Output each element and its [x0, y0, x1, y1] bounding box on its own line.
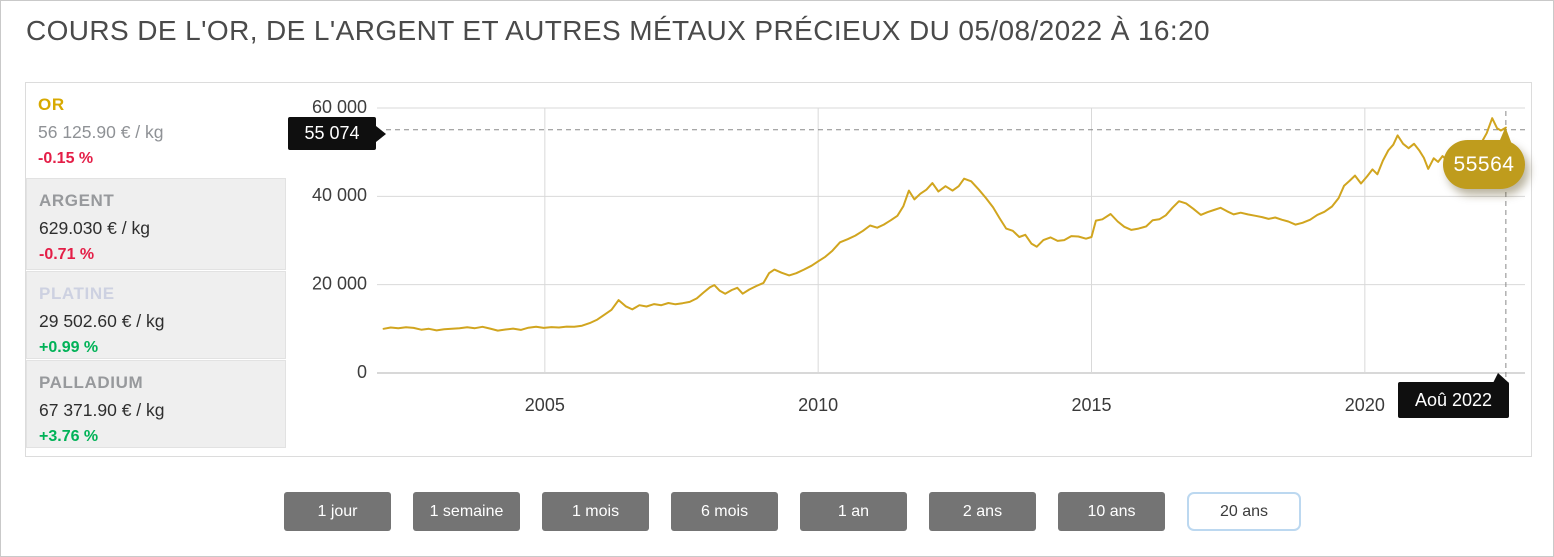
- metal-change: -0.15 %: [38, 150, 94, 167]
- metal-name-label: PALLADIUM: [39, 373, 144, 392]
- current-price-label: 55564: [1453, 152, 1515, 176]
- metal-price: 56 125.90 € / kg: [38, 122, 164, 142]
- tooltip-arrow-right-icon: [376, 125, 386, 142]
- content-card: 0 20 000 40 000 60 000 2005 2010 2015 2020 55 0…: [25, 82, 1532, 457]
- metal-name-label: PLATINE: [39, 284, 115, 303]
- range-button-1-mois[interactable]: 1 mois: [542, 492, 649, 531]
- chart-area: 0 20 000 40 000 60 000 2005 2010 2015 2020 55 0…: [26, 83, 1531, 454]
- metal-price: 29 502.60 € / kg: [39, 311, 165, 331]
- metal-price: 67 371.90 € / kg: [39, 400, 165, 420]
- y-axis-tick-label: 60 000: [312, 97, 367, 117]
- price-chart[interactable]: 0 20 000 40 000 60 000 2005 2010 2015 2020: [26, 83, 1531, 454]
- date-marker-label: Aoû 2022: [1414, 389, 1493, 410]
- time-range-selector: 1 jour 1 semaine 1 mois 6 mois 1 an 2 ans 10 a…: [284, 492, 1301, 531]
- gold-price-line: [382, 117, 1507, 332]
- metal-change: +0.99 %: [39, 339, 99, 356]
- metals-sidebar: OR 56 125.90 € / kg -0.15 % ARGENT 629.030 €…: [26, 83, 286, 449]
- tooltip-arrow-up-icon: [1493, 373, 1509, 383]
- range-button-20-ans[interactable]: 20 ans: [1187, 492, 1301, 531]
- page-title: COURS DE L'OR, DE L'ARGENT ET AUTRES MÉT…: [26, 15, 1211, 46]
- x-axis-tick-label: 2010: [798, 395, 838, 415]
- date-marker-tooltip: Aoû 2022: [1398, 373, 1509, 418]
- metal-change: +3.76 %: [39, 428, 99, 445]
- x-axis-tick-label: 2020: [1345, 395, 1385, 415]
- x-axis-tick-label: 2015: [1071, 395, 1111, 415]
- range-button-2-ans[interactable]: 2 ans: [929, 492, 1036, 531]
- metal-price: 629.030 € / kg: [39, 218, 150, 238]
- current-price-bubble: 55564: [1443, 140, 1525, 189]
- reference-price-label: 55 074: [304, 123, 360, 143]
- y-axis-tick-label: 40 000: [312, 185, 367, 205]
- sidebar-item-palladium[interactable]: PALLADIUM 67 371.90 € / kg +3.76 %: [26, 360, 286, 448]
- range-button-6-mois[interactable]: 6 mois: [671, 492, 778, 531]
- range-button-10-ans[interactable]: 10 ans: [1058, 492, 1165, 531]
- metal-change: -0.71 %: [39, 246, 95, 263]
- sidebar-item-platine[interactable]: PLATINE 29 502.60 € / kg +0.99 %: [26, 271, 286, 359]
- range-button-1-semaine[interactable]: 1 semaine: [413, 492, 520, 531]
- x-axis-tick-label: 2005: [525, 395, 565, 415]
- metal-name-label: ARGENT: [39, 191, 115, 210]
- metal-name-label: OR: [38, 95, 65, 114]
- range-button-1-an[interactable]: 1 an: [800, 492, 907, 531]
- range-button-1-jour[interactable]: 1 jour: [284, 492, 391, 531]
- reference-price-tooltip: 55 074: [288, 117, 386, 150]
- sidebar-item-or[interactable]: OR 56 125.90 € / kg -0.15 %: [26, 83, 286, 177]
- sidebar-item-argent[interactable]: ARGENT 629.030 € / kg -0.71 %: [26, 178, 286, 270]
- y-axis-tick-label: 0: [357, 362, 367, 382]
- y-axis-tick-label: 20 000: [312, 273, 367, 293]
